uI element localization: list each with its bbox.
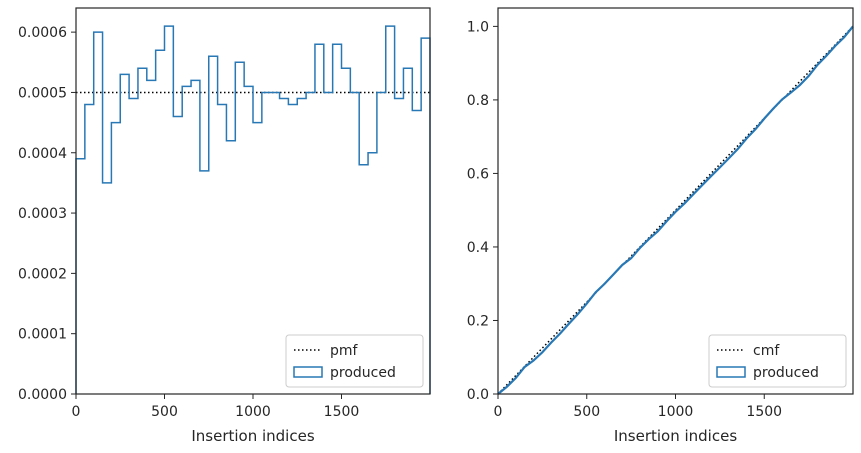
y-tick-label: 0.2 [467, 313, 489, 329]
right-chart-cmf: 0 500 1000 1500 0.0 0.2 0.4 0.6 0.8 1.0 Insertion … [467, 7, 854, 445]
series-cmf-line [497, 25, 854, 395]
x-tick-label: 0 [72, 404, 81, 420]
x-axis-label: Insertion indices [191, 427, 314, 445]
y-tick-label: 0.0003 [18, 206, 67, 222]
y-tick-label: 0.0006 [18, 25, 67, 41]
x-tick-label: 1000 [658, 404, 694, 420]
x-tick-label: 1500 [324, 404, 360, 420]
legend-label-produced: produced [330, 365, 396, 381]
plot-frame [497, 7, 854, 395]
x-tick-label: 1000 [235, 404, 271, 420]
y-tick-label: 0.0004 [18, 146, 67, 162]
legend-label-pmf: pmf [330, 343, 359, 359]
legend-box [708, 334, 847, 388]
y-tick-label: 0.0000 [18, 387, 67, 403]
legend-label-cmf: cmf [753, 343, 780, 359]
y-tick-label: 1.0 [467, 19, 489, 35]
y-tick-label: 0.0005 [18, 85, 67, 101]
y-tick-label: 0.8 [467, 93, 489, 109]
y-tick-label: 0.0 [467, 387, 489, 403]
series-produced-line [497, 25, 854, 395]
legend-box [285, 334, 424, 388]
series-produced-line [75, 25, 431, 394]
x-tick-label: 500 [573, 404, 600, 420]
y-tick-label: 0.0001 [18, 327, 67, 343]
left-chart-pmf: 0 500 1000 1500 0.0000 0.0001 0.0002 0.0003 0.00… [18, 7, 431, 445]
plot-frame [75, 7, 431, 395]
y-tick-label: 0.4 [467, 240, 489, 256]
x-axis-label: Insertion indices [614, 427, 737, 445]
y-tick-label: 0.6 [467, 166, 489, 182]
x-tick-label: 500 [151, 404, 178, 420]
y-tick-label: 0.0002 [18, 266, 67, 282]
legend-swatch-produced [716, 366, 746, 378]
legend-label-produced: produced [753, 365, 819, 381]
legend-swatch-produced [293, 366, 323, 378]
x-tick-label: 0 [494, 404, 503, 420]
x-tick-label: 1500 [746, 404, 782, 420]
